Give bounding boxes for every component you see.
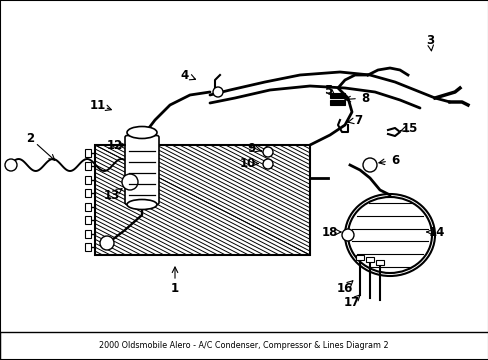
Text: 15: 15 bbox=[401, 122, 417, 135]
Bar bbox=[85, 203, 91, 211]
Circle shape bbox=[263, 159, 272, 169]
Circle shape bbox=[5, 159, 17, 171]
Bar bbox=[329, 100, 345, 105]
Text: 16: 16 bbox=[336, 282, 352, 294]
Circle shape bbox=[362, 158, 376, 172]
Text: 5: 5 bbox=[323, 84, 331, 96]
Text: 9: 9 bbox=[247, 141, 256, 154]
Bar bbox=[85, 230, 91, 238]
FancyBboxPatch shape bbox=[125, 135, 159, 204]
Text: 13: 13 bbox=[103, 189, 120, 202]
Text: 1: 1 bbox=[171, 282, 179, 294]
Text: 7: 7 bbox=[353, 113, 361, 126]
Text: 4: 4 bbox=[181, 68, 189, 81]
Text: 18: 18 bbox=[321, 225, 338, 239]
Ellipse shape bbox=[127, 126, 157, 139]
Bar bbox=[85, 149, 91, 157]
Text: 6: 6 bbox=[390, 153, 398, 166]
Circle shape bbox=[213, 87, 223, 97]
Bar bbox=[375, 260, 383, 265]
Circle shape bbox=[100, 236, 114, 250]
Text: 14: 14 bbox=[428, 225, 444, 239]
Text: 11: 11 bbox=[90, 99, 106, 112]
Bar bbox=[85, 162, 91, 170]
Bar bbox=[0, 332, 488, 360]
Text: 10: 10 bbox=[240, 157, 256, 170]
Bar bbox=[85, 243, 91, 251]
Bar bbox=[85, 176, 91, 184]
Circle shape bbox=[341, 229, 353, 241]
Bar bbox=[329, 93, 345, 98]
Circle shape bbox=[122, 174, 138, 190]
Bar bbox=[85, 216, 91, 224]
Ellipse shape bbox=[127, 199, 157, 210]
Bar bbox=[365, 257, 373, 262]
Text: 3: 3 bbox=[425, 33, 433, 46]
Text: 12: 12 bbox=[107, 139, 123, 152]
Bar bbox=[85, 189, 91, 197]
Text: 2: 2 bbox=[26, 131, 34, 144]
Text: 8: 8 bbox=[360, 91, 368, 104]
Bar bbox=[355, 255, 363, 260]
Ellipse shape bbox=[347, 197, 431, 273]
Text: 2000 Oldsmobile Alero - A/C Condenser, Compressor & Lines Diagram 2: 2000 Oldsmobile Alero - A/C Condenser, C… bbox=[99, 342, 388, 351]
Text: 17: 17 bbox=[343, 297, 359, 310]
Circle shape bbox=[263, 147, 272, 157]
Bar bbox=[95, 145, 309, 255]
